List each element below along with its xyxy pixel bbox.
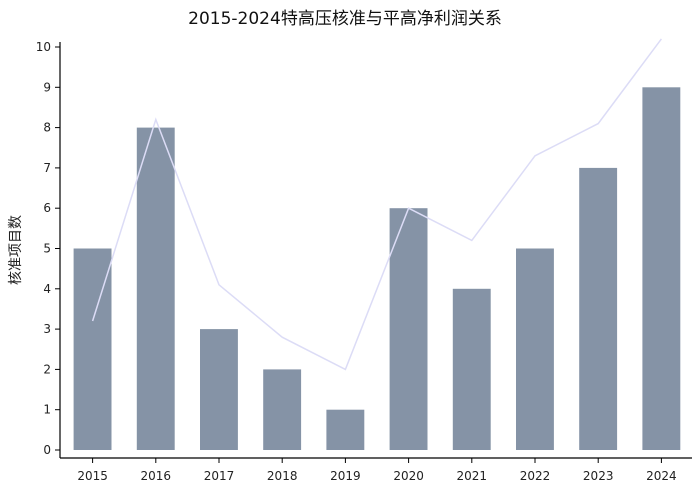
y-tick-label: 1 xyxy=(43,403,51,417)
bar-2019 xyxy=(326,409,365,450)
bar-2017 xyxy=(200,329,238,450)
x-tick-label: 2017 xyxy=(204,469,235,483)
bar-2018 xyxy=(263,369,302,450)
bar-group xyxy=(73,87,681,451)
bar-2024 xyxy=(642,87,681,451)
y-tick-label: 9 xyxy=(43,80,51,94)
y-tick-label: 10 xyxy=(36,40,51,54)
y-tick-label: 2 xyxy=(43,362,51,376)
x-tick-label: 2020 xyxy=(393,469,424,483)
bar-2020 xyxy=(389,208,428,450)
bar-2022 xyxy=(516,248,554,450)
line-series xyxy=(91,38,663,371)
y-tick-label: 0 xyxy=(43,443,51,457)
x-tick-label: 2015 xyxy=(77,469,108,483)
y-tick-label: 6 xyxy=(43,201,51,215)
x-tick-label: 2024 xyxy=(646,469,677,483)
line-series-group xyxy=(91,38,663,371)
y-tick-label: 3 xyxy=(43,322,51,336)
y-tick-label: 8 xyxy=(43,121,51,135)
y-tick-label: 5 xyxy=(43,242,51,256)
axes xyxy=(55,42,692,463)
chart-title: 2015-2024特高压核准与平高净利润关系 xyxy=(188,9,502,29)
x-tick-label: 2019 xyxy=(330,469,361,483)
bar-2016 xyxy=(136,127,175,450)
y-tick-label: 7 xyxy=(43,161,51,175)
x-tick-label: 2021 xyxy=(457,469,488,483)
y-tick-label: 4 xyxy=(43,282,51,296)
x-tick-label: 2022 xyxy=(520,469,551,483)
y-axis-label: 核准项目数 xyxy=(8,215,24,285)
bar-2023 xyxy=(579,167,618,450)
x-tick-label: 2018 xyxy=(267,469,298,483)
bar-2021 xyxy=(452,288,491,450)
tick-labels: 0 1 2 3 4 5 6 7 8 9 10 2015 2016 2017 2018 2019 2020 2021… xyxy=(36,40,677,483)
x-tick-label: 2016 xyxy=(141,469,172,483)
x-tick-label: 2023 xyxy=(583,469,614,483)
